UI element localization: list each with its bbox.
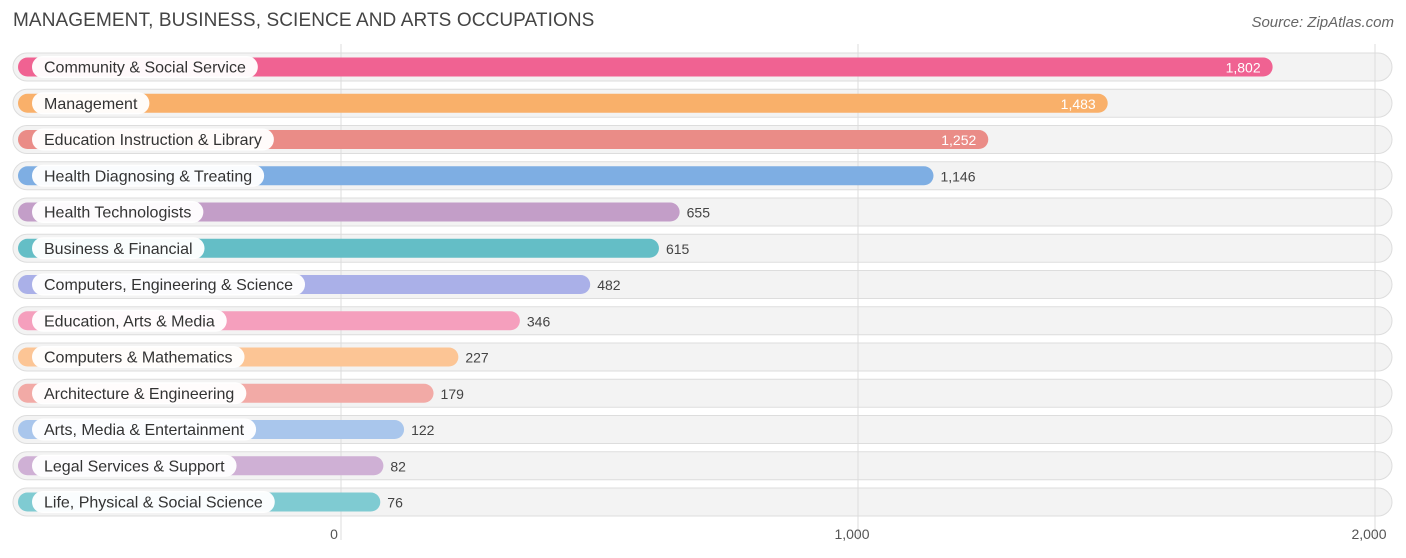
value-label: 655 [687, 205, 711, 221]
value-label: 227 [465, 350, 489, 366]
bar-row: Legal Services & Support 82 [18, 454, 406, 477]
category-label: Management [44, 96, 138, 113]
source-credit: Source: ZipAtlas.com [1251, 14, 1394, 31]
value-label: 1,483 [1061, 96, 1096, 112]
category-label: Computers, Engineering & Science [44, 277, 293, 294]
category-label-pill [32, 454, 237, 477]
value-label: 179 [441, 386, 465, 402]
category-label-pill [32, 92, 150, 115]
bar [18, 57, 1273, 77]
category-label-pill [32, 164, 265, 187]
value-label: 482 [597, 277, 621, 293]
category-label-pill [32, 128, 274, 151]
category-label-pill [32, 237, 205, 260]
bar-row: Life, Physical & Social Science 76 [18, 491, 403, 513]
value-label: 1,146 [940, 168, 975, 184]
category-label-pill [32, 273, 306, 296]
category-label-pill [32, 201, 204, 223]
bar-row: Computers, Engineering & Science 482 [18, 273, 621, 296]
category-label-pill [32, 382, 247, 405]
category-label-pill [32, 346, 245, 368]
value-label: 346 [527, 313, 551, 329]
chart-title: MANAGEMENT, BUSINESS, SCIENCE AND ARTS O… [13, 10, 595, 31]
category-label-pill [32, 309, 227, 332]
bar-row: Architecture & Engineering 179 [18, 382, 465, 405]
value-label: 122 [411, 422, 435, 438]
category-label: Arts, Media & Entertainment [44, 422, 245, 439]
category-label-pill [32, 418, 257, 441]
category-label-pill [32, 491, 275, 513]
category-label: Computers & Mathematics [44, 350, 233, 367]
category-label-pill [32, 56, 258, 78]
value-label: 615 [666, 241, 690, 257]
x-tick-label: 2,000 [1351, 526, 1386, 542]
category-label: Architecture & Engineering [44, 386, 234, 403]
bar-row: Computers & Mathematics 227 [18, 346, 489, 368]
value-label: 82 [390, 458, 406, 474]
x-tick-label: 1,000 [834, 526, 869, 542]
value-label: 76 [387, 495, 403, 511]
category-label: Community & Social Service [44, 60, 246, 77]
value-label: 1,802 [1226, 60, 1261, 76]
bar-row: Education Instruction & Library 1,252 [18, 128, 989, 151]
category-label: Education, Arts & Media [44, 313, 215, 330]
bar-row: Education, Arts & Media 346 [18, 309, 551, 332]
category-label: Health Technologists [44, 205, 191, 222]
x-tick-label: 0 [330, 526, 338, 542]
bar-row: Management 1,483 [18, 92, 1108, 115]
bar-row: Health Technologists 655 [18, 201, 710, 223]
bar-row: Community & Social Service 1,802 [18, 56, 1273, 78]
value-label: 1,252 [941, 132, 976, 148]
category-label: Education Instruction & Library [44, 132, 262, 149]
x-axis: 0 1,000 2,000 [330, 526, 1387, 542]
bar-row: Health Diagnosing & Treating 1,146 [18, 164, 976, 187]
bar-row: Business & Financial 615 [18, 237, 690, 260]
category-label: Business & Financial [44, 241, 193, 258]
bar [18, 93, 1108, 113]
category-label: Life, Physical & Social Science [44, 495, 263, 512]
category-label: Health Diagnosing & Treating [44, 168, 252, 185]
bar-row: Arts, Media & Entertainment 122 [18, 418, 435, 441]
category-label: Legal Services & Support [44, 458, 225, 475]
